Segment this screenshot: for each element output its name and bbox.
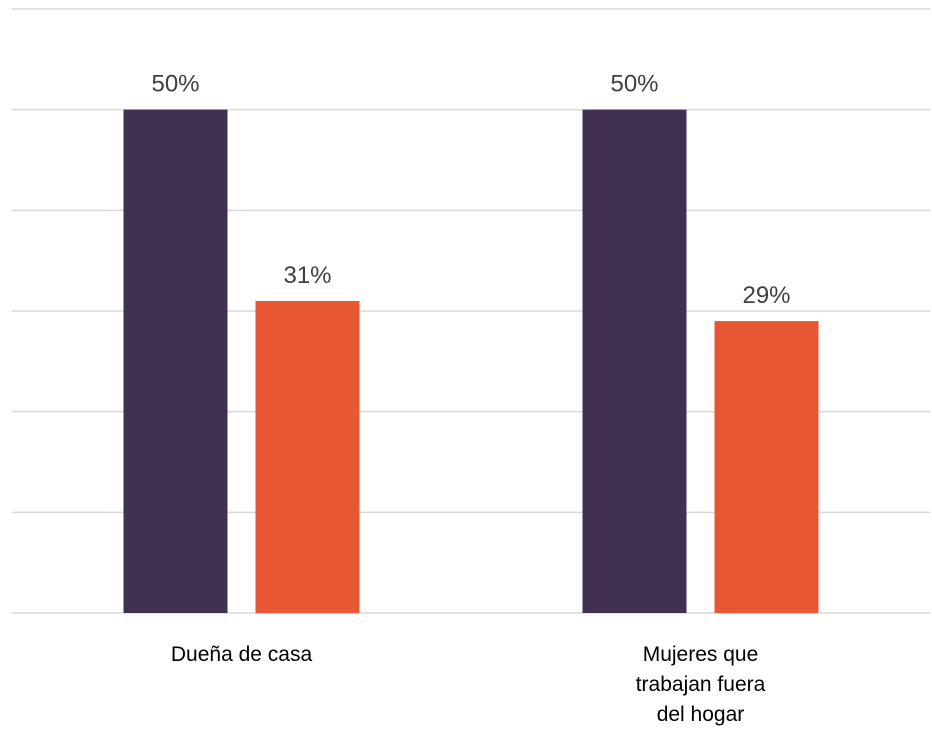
category-label: trabajan fuera <box>636 673 766 696</box>
data-labels: 50% 31% 50% 29% <box>151 71 790 309</box>
data-label: 50% <box>610 71 658 98</box>
bar-cat1-series0 <box>582 109 687 614</box>
data-label: 29% <box>742 282 790 309</box>
data-label: 50% <box>151 71 199 98</box>
bar-cat0-series0 <box>123 109 228 614</box>
category-label: Dueña de casa <box>171 643 313 666</box>
bar-cat0-series1 <box>255 300 360 613</box>
bars <box>123 109 819 614</box>
bar-cat1-series1 <box>714 321 819 613</box>
category-label: del hogar <box>657 703 745 726</box>
data-label: 31% <box>283 262 331 289</box>
category-label: Mujeres que <box>643 643 759 666</box>
category-labels: Dueña de casa Mujeres que trabajan fuera de… <box>171 643 766 726</box>
